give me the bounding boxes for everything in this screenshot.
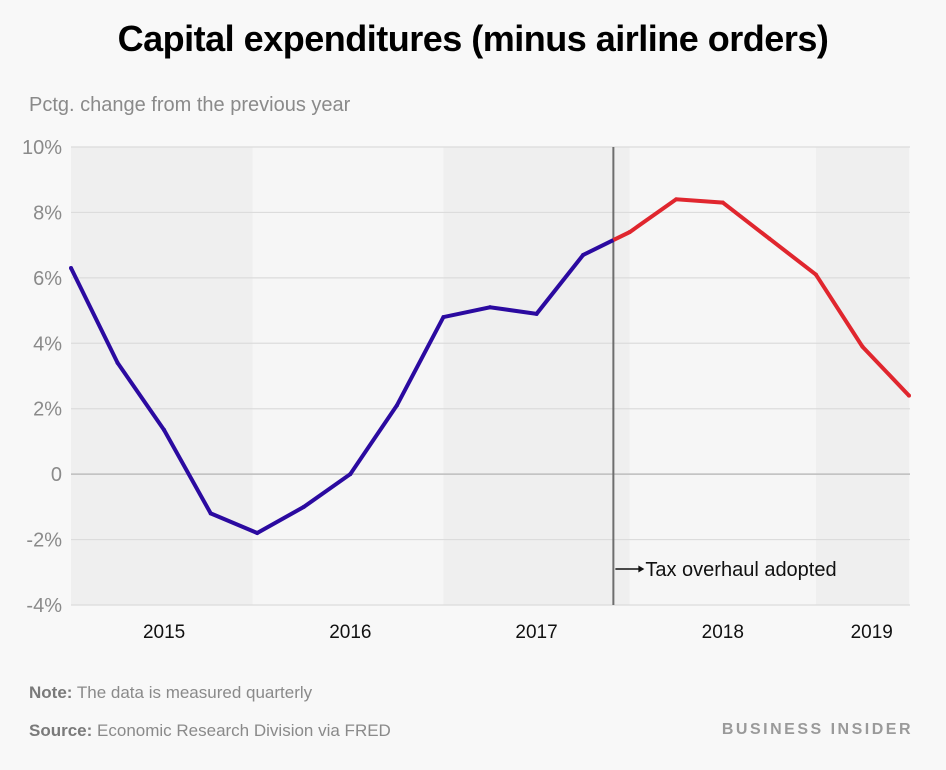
note-label: Note:	[29, 683, 73, 702]
data-point	[441, 315, 446, 320]
data-point	[301, 504, 306, 509]
data-point	[767, 236, 772, 241]
y-tick-label: 2%	[33, 399, 62, 421]
x-tick-label: 2016	[329, 622, 371, 643]
y-axis-label: Pctg. change from the previous year	[29, 94, 351, 116]
data-point	[907, 393, 911, 398]
data-point	[627, 230, 632, 235]
note: Note: The data is measured quarterly	[29, 683, 312, 703]
data-point	[581, 252, 586, 257]
y-tick-label: 10%	[22, 137, 62, 159]
y-tick-label: 6%	[33, 268, 62, 290]
data-point	[208, 511, 213, 516]
y-tick-label: -2%	[26, 530, 62, 552]
data-point	[488, 305, 492, 310]
year-band-1	[443, 147, 630, 605]
x-tick-label: 2019	[851, 622, 893, 643]
series-line-after	[612, 197, 911, 397]
y-tick-label: 4%	[33, 333, 62, 355]
x-tick-label: 2017	[515, 622, 557, 643]
x-tick-label: 2015	[143, 622, 185, 643]
source-label: Source:	[29, 721, 93, 740]
data-point	[162, 427, 167, 432]
y-tick-label: 8%	[33, 202, 62, 224]
data-point	[115, 360, 120, 365]
data-point	[534, 311, 539, 316]
y-tick-label: -4%	[26, 595, 62, 617]
data-point	[394, 403, 399, 408]
year-band-2	[815, 147, 909, 605]
annotation-label: Tax overhaul adopted	[645, 559, 836, 581]
data-point	[255, 531, 260, 536]
data-point	[720, 200, 725, 205]
line-chart: -4% -2% 0 2% 4% 6% 8% 10% 2015 2016 2017 2018 2019 Ta…	[22, 137, 911, 643]
data-point	[813, 272, 818, 277]
brand-logo: BUSINESS INSIDER	[721, 721, 913, 738]
data-point	[860, 344, 865, 349]
chart-title: Capital expenditures (minus airline orde…	[117, 18, 829, 59]
data-point	[348, 472, 353, 477]
data-point	[674, 197, 679, 202]
source-text: Economic Research Division via FRED	[92, 721, 391, 740]
note-text: The data is measured quarterly	[72, 683, 313, 702]
year-band-0	[71, 147, 253, 605]
y-tick-label: 0	[51, 464, 62, 486]
source: Source: Economic Research Division via F…	[29, 721, 391, 741]
x-tick-label: 2018	[702, 622, 744, 643]
arrow-head-icon	[638, 565, 645, 573]
data-point	[69, 266, 73, 271]
